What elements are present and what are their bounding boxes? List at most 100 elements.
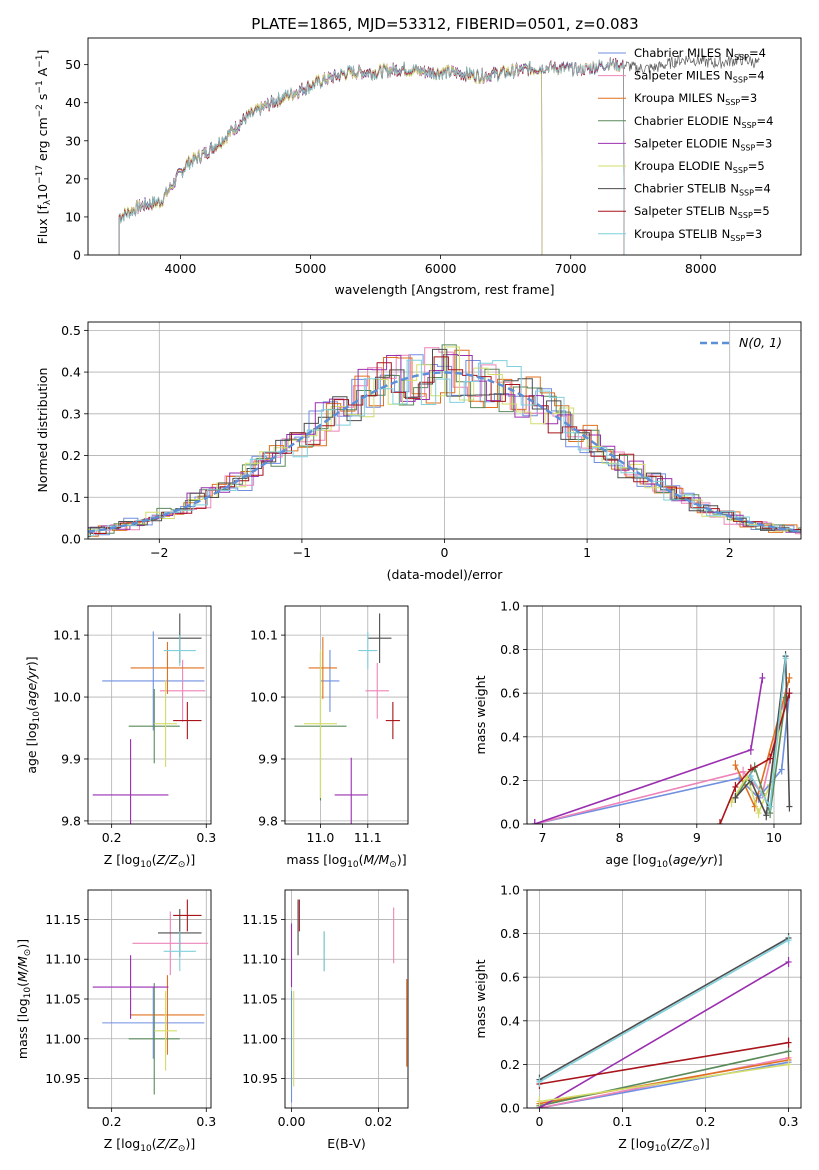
y-tick-label: 11.05 <box>45 992 81 1007</box>
y-tick-label: 11.10 <box>45 952 81 967</box>
z-mass-weight-panel: 0 0.1 0.2 0.3 0.0 0.2 0.4 0.6 0.8 1.0 Z [log10(Z/Z… <box>473 883 802 1154</box>
weight-line <box>534 693 791 824</box>
legend-nssp: N <box>729 204 738 218</box>
legend-nssp: N <box>724 159 733 173</box>
legend-model: Salpeter STELIB <box>634 204 725 218</box>
y-tick-label: 10.95 <box>242 1071 278 1086</box>
normal-reference-curve <box>88 371 801 533</box>
x-axis-label: Z [log10(Z/Z⊙)] <box>104 1136 195 1154</box>
histogram-step <box>88 344 801 534</box>
x-tick-label: 7 <box>538 830 546 845</box>
legend-nssp: N <box>733 114 742 128</box>
x-axis-label: age [log10(age/yr)] <box>605 852 722 870</box>
y-tick-label: 0.2 <box>500 773 520 788</box>
legend-nssp: N <box>717 91 726 105</box>
x-tick-label: 7000 <box>555 261 587 276</box>
y-tick-label: 9.8 <box>61 813 81 828</box>
y-axis-label: age [log10(age/yr)] <box>24 656 42 773</box>
residual-histogram-panel: −2 −1 0 1 2 0.0 0.1 0.2 0.3 0.4 0.5 N(0, 1) (data-mo… <box>35 321 802 582</box>
histogram-step <box>88 359 801 537</box>
legend-model: Salpeter MILES <box>634 69 720 83</box>
z-vs-mass-panel: 0.2 0.3 10.95 11.00 11.05 11.10 11.15 Z [log10(… <box>15 889 216 1154</box>
y-tick-label: 10 <box>65 209 81 224</box>
legend-model: Kroupa MILES <box>634 91 713 105</box>
y-tick-label: 0.8 <box>500 926 520 941</box>
x-tick-label: 0 <box>535 1114 543 1129</box>
plot-frame <box>87 37 802 256</box>
weight-line <box>539 1063 789 1103</box>
y-axis-label: mass weight <box>473 959 488 1038</box>
y-axis-label: mass weight <box>473 675 488 754</box>
legend-value: =4 <box>749 46 766 60</box>
z-vs-age-panel: 0.2 0.3 9.8 9.9 10.0 10.1 Z [log10(Z/Z⊙)] age [… <box>24 605 216 870</box>
plot-frame <box>526 605 802 825</box>
y-tick-label: 0.8 <box>500 642 520 657</box>
y-tick-label: 1.0 <box>500 599 520 614</box>
legend-value: =3 <box>740 91 757 105</box>
y-tick-label: 11.10 <box>242 952 278 967</box>
x-tick-label: 2 <box>726 545 734 560</box>
y-tick-label: 0.5 <box>61 323 81 338</box>
legend-model: Chabrier ELODIE <box>634 114 729 128</box>
weight-line <box>734 697 787 814</box>
spectrum-panel: 4000 5000 6000 7000 8000 0 10 20 30 40 50 Chabrier … <box>35 37 802 297</box>
legend-value: =3 <box>745 227 762 241</box>
legend-label: Chabrier STELIB NSSP=4 <box>634 182 771 198</box>
y-tick-label: 1.0 <box>500 883 520 898</box>
y-tick-label: 9.9 <box>61 751 81 766</box>
x-axis-label: E(B-V) <box>327 1136 366 1151</box>
legend-nssp: N <box>732 136 741 150</box>
legend-model: Kroupa STELIB <box>634 227 718 241</box>
y-axis-label: Normed distribution <box>35 368 50 493</box>
x-tick-label: 0.1 <box>613 1114 633 1129</box>
y-tick-label: 0.3 <box>61 406 81 421</box>
y-tick-label: 0.0 <box>500 817 520 832</box>
legend-subscript: SSP <box>730 234 745 243</box>
y-tick-label: 11.05 <box>242 992 278 1007</box>
ebv-vs-mass-panel: 0.00 0.02 10.95 11.00 11.05 11.10 11.15 E(B-V) <box>242 889 409 1151</box>
y-tick-label: 0 <box>73 248 81 263</box>
y-tick-label: 10.0 <box>53 690 81 705</box>
x-tick-label: 11.1 <box>354 830 382 845</box>
y-tick-label: 0.1 <box>61 490 81 505</box>
spectrum-line <box>118 62 543 255</box>
y-tick-label: 0.6 <box>500 970 520 985</box>
legend-model: Chabrier STELIB <box>634 182 726 196</box>
y-tick-label: 9.8 <box>258 813 278 828</box>
y-tick-label: 0.4 <box>500 1013 520 1028</box>
x-tick-label: 0.3 <box>196 830 216 845</box>
histogram-bars <box>88 344 801 538</box>
errorbars <box>290 899 408 1103</box>
legend-model: Kroupa ELODIE <box>634 159 720 173</box>
x-axis-label: (data-model)/error <box>387 567 504 582</box>
x-tick-label: 0.2 <box>696 1114 716 1129</box>
x-tick-label: 5000 <box>295 261 327 276</box>
x-tick-label: −2 <box>150 545 168 560</box>
weight-line <box>534 693 787 824</box>
plot-frame <box>87 889 212 1109</box>
y-tick-label: 10.95 <box>45 1071 81 1086</box>
spectrum-lines <box>118 53 760 255</box>
x-axis-label: Z [log10(Z/Z⊙)] <box>618 1136 709 1154</box>
x-tick-label: 8 <box>616 830 624 845</box>
y-tick-label: 11.15 <box>45 912 81 927</box>
y-tick-label: 30 <box>65 133 81 148</box>
x-tick-label: 10 <box>766 830 782 845</box>
spectrum-line <box>118 53 760 255</box>
legend-value: =4 <box>754 182 771 196</box>
legend-subscript: SSP <box>738 211 753 220</box>
legend-label: Salpeter STELIB NSSP=5 <box>634 204 770 220</box>
plot-frame <box>87 321 802 540</box>
legend-value: =5 <box>748 159 765 173</box>
x-axis-label: mass [log10(M/M⊙)] <box>286 852 406 870</box>
x-axis-label: Z [log10(Z/Z⊙)] <box>104 852 195 870</box>
y-axis-label: Flux [fλ10−17 erg cm−2 s−1 A−1] <box>35 50 53 245</box>
errorbars <box>294 613 400 824</box>
legend-label: Chabrier MILES NSSP=4 <box>634 46 766 62</box>
plot-frame <box>526 889 802 1109</box>
legend-value: =4 <box>748 69 765 83</box>
legend-subscript: SSP <box>733 76 748 85</box>
x-tick-label: 0.3 <box>196 1114 216 1129</box>
x-tick-label: 0.2 <box>102 830 122 845</box>
